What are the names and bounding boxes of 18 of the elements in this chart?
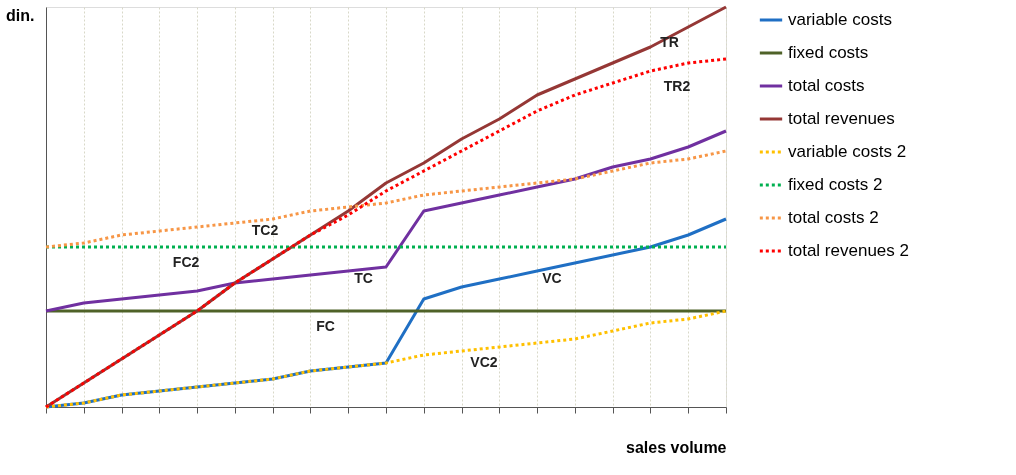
legend-label: total revenues 2 xyxy=(788,241,909,260)
legend-label: variable costs xyxy=(788,10,892,29)
annotation: TC2 xyxy=(251,222,279,238)
legend-label: total costs xyxy=(788,76,865,95)
legend-label: total revenues xyxy=(788,109,895,128)
annotation: TR xyxy=(660,34,679,50)
annotation: TR2 xyxy=(663,78,691,94)
annotation: FC2 xyxy=(172,254,200,270)
annotation: VC xyxy=(542,270,562,286)
x-axis-title: sales volume xyxy=(626,438,727,456)
annotation: VC2 xyxy=(470,354,498,370)
legend-label: total costs 2 xyxy=(788,208,879,227)
legend-label: fixed costs 2 xyxy=(788,175,883,194)
legend-label: variable costs 2 xyxy=(788,142,907,161)
annotation: FC xyxy=(316,318,335,334)
legend-label: fixed costs xyxy=(788,43,869,62)
y-axis-title: din. xyxy=(6,6,35,24)
annotation: TC xyxy=(354,270,373,286)
